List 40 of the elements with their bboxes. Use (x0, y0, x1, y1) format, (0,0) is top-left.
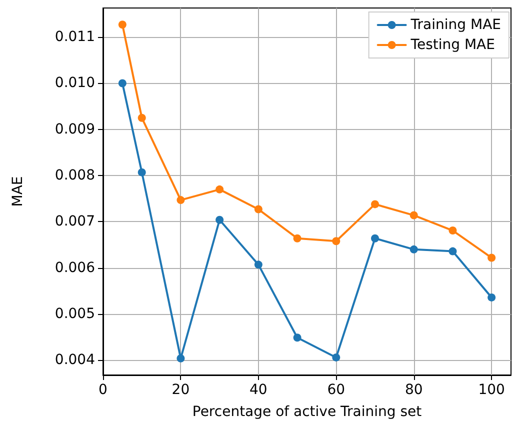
point (118, 79, 126, 88)
point (332, 237, 340, 246)
point (176, 354, 185, 362)
point (448, 247, 457, 256)
point (138, 114, 146, 122)
x-tick-label: 60 (327, 382, 346, 398)
y-axis-title: MAE (10, 176, 26, 207)
x-tick-label: 80 (404, 382, 423, 398)
point (254, 205, 262, 214)
y-tick-label: 0.009 (54, 121, 95, 138)
legend-label: Testing MAE (410, 37, 495, 53)
y-tick-label: 0.005 (54, 306, 95, 322)
x-tick-label: 100 (478, 382, 505, 398)
point (448, 226, 457, 235)
legend-label: Training MAE (410, 17, 502, 33)
point (410, 211, 418, 220)
y-tick-label: 0.011 (54, 29, 95, 46)
point (138, 168, 146, 176)
y-tick-label: 0.010 (54, 75, 95, 92)
point (118, 20, 126, 29)
point (176, 196, 185, 204)
x-axis-title: Percentage of active Training set (192, 404, 422, 420)
y-tick-label: 0.004 (54, 352, 96, 368)
y-tick-label: 0.007 (54, 214, 95, 230)
point (488, 254, 496, 262)
point (488, 293, 496, 302)
point (293, 234, 302, 242)
point (216, 185, 224, 194)
point (254, 260, 262, 269)
y-tick-label: 0.008 (54, 168, 95, 184)
point (410, 245, 418, 254)
point (332, 353, 340, 362)
x-tick-label: 40 (250, 382, 268, 398)
point (371, 234, 379, 242)
x-tick-label: 20 (172, 382, 190, 398)
point (293, 334, 302, 342)
point (371, 200, 379, 208)
point (216, 216, 224, 224)
y-tick-label: 0.006 (54, 260, 96, 276)
x-tick-label: 0 (98, 382, 108, 398)
